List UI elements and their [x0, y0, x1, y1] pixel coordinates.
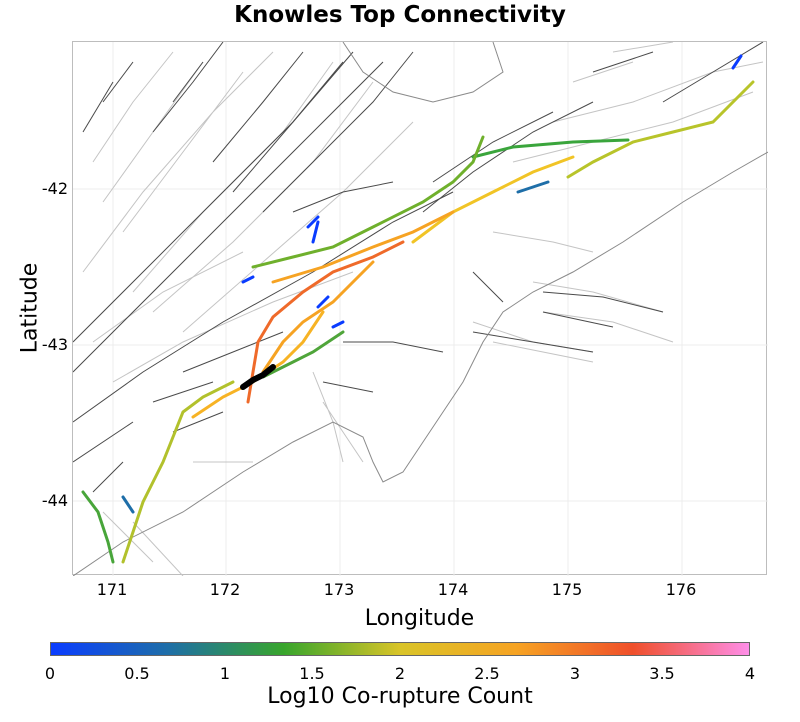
x-tick: 174	[437, 580, 469, 599]
x-tick: 176	[665, 580, 697, 599]
colorbar-tick: 0	[44, 664, 56, 683]
colorbar-tick: 4	[744, 664, 756, 683]
x-tick: 171	[96, 580, 128, 599]
rupture-sections	[81, 54, 755, 564]
section-east-teal	[516, 180, 550, 194]
section-central-red	[246, 240, 405, 404]
section-central-orange	[271, 210, 455, 284]
colorbar-tick: 0.5	[124, 664, 150, 683]
section-south-teal	[121, 495, 135, 514]
colorbar-tick: 1	[219, 664, 231, 683]
section-blue-fragments	[241, 215, 345, 329]
section-inland-green	[261, 330, 345, 379]
map-plot-area[interactable]	[72, 41, 768, 576]
colorbar	[50, 642, 750, 656]
x-tick: 172	[209, 580, 241, 599]
colorbar-tick: 2.5	[474, 664, 500, 683]
y-tick: -42	[41, 179, 68, 198]
colorbar-tick: 3.5	[649, 664, 675, 683]
section-east-yellow	[411, 155, 575, 244]
colorbar-tick: 1.5	[299, 664, 325, 683]
section-ne-blue	[731, 54, 743, 70]
x-tick: 175	[551, 580, 583, 599]
y-tick: -44	[41, 491, 68, 510]
colorbar-tick: 3	[569, 664, 581, 683]
section-south-yellowgreen	[121, 380, 235, 564]
background-faults	[73, 42, 764, 493]
section-east-yellowgreen	[566, 80, 755, 179]
section-south-green	[81, 490, 115, 564]
coastline	[73, 42, 768, 576]
colorbar-label: Log10 Co-rupture Count	[267, 684, 533, 709]
map-title: Knowles Top Connectivity	[234, 2, 566, 28]
y-tick: -43	[41, 335, 68, 354]
section-central-green	[251, 135, 485, 269]
section-east-green	[471, 138, 630, 159]
x-axis-label: Longitude	[364, 606, 475, 631]
y-axis-label: Latitude	[17, 262, 43, 354]
fault-outlines	[82, 42, 764, 576]
fault-map	[73, 42, 768, 576]
gridlines	[73, 42, 768, 576]
section-inland-orange	[261, 260, 375, 374]
colorbar-tick: 2	[394, 664, 406, 683]
x-tick: 173	[323, 580, 355, 599]
section-top-connectivity-black	[240, 364, 276, 390]
section-inland-yellow	[191, 310, 325, 419]
